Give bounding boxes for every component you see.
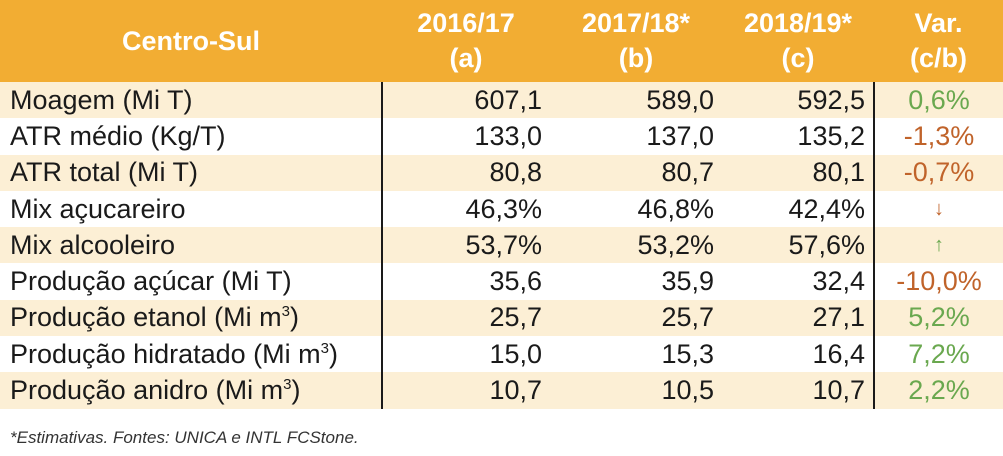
cell-a: 15,0: [381, 336, 550, 373]
cell-b: 53,2%: [550, 227, 722, 264]
row-label-text: Produção hidratado (Mi m: [10, 338, 321, 369]
cell-c: 10,7: [722, 372, 874, 409]
cell-a: 46,3%: [381, 190, 550, 228]
cell-a: 53,7%: [381, 227, 550, 264]
cell-b: 46,8%: [550, 190, 722, 228]
cell-c: 57,6%: [722, 227, 874, 264]
table-row: Mix alcooleiro 53,7% 53,2% 57,6% ↑: [0, 227, 1003, 264]
row-label: Produção hidratado (Mi m3): [0, 336, 382, 373]
cell-a: 80,8: [381, 154, 550, 191]
cell-c: 135,2: [722, 118, 874, 155]
cell-b: 15,3: [550, 336, 722, 373]
row-label-text: Produção anidro (Mi m: [10, 375, 284, 406]
cell-a: 10,7: [381, 372, 550, 409]
row-label-text: ATR médio (Kg/T): [10, 120, 226, 151]
table-row: Produção etanol (Mi m3) 25,7 25,7 27,1 5,2%: [0, 299, 1003, 337]
table-row: ATR total (Mi T) 80,8 80,7 80,1 -0,7%: [0, 154, 1003, 191]
table-header: Centro-Sul 2016/17 (a) 2017/18* (b) 2018…: [0, 0, 1003, 82]
header-tag: (c/b): [910, 43, 967, 73]
header-year: 2018/19*: [743, 8, 853, 38]
cell-c: 592,5: [722, 82, 874, 119]
cell-b: 35,9: [550, 263, 722, 300]
row-label: Mix açucareiro: [0, 190, 382, 228]
arrow-down-icon: ↓: [873, 190, 1003, 228]
footnote: *Estimativas. Fontes: UNICA e INTL FCSto…: [10, 428, 359, 447]
cell-b: 589,0: [550, 82, 722, 119]
row-label-suffix: ): [289, 302, 299, 333]
row-label: Produção açúcar (Mi T): [0, 263, 382, 300]
table-body: Moagem (Mi T) 607,1 589,0 592,5 0,6% ATR médi…: [0, 82, 1003, 409]
row-label-suffix: ): [291, 375, 301, 406]
row-label-text: ATR total (Mi T): [10, 157, 199, 188]
cell-var: 0,6%: [873, 82, 1003, 119]
row-label-text: Mix alcooleiro: [10, 229, 176, 260]
table-row: Produção anidro (Mi m3) 10,7 10,5 10,7 2,2%: [0, 372, 1003, 409]
row-label: ATR médio (Kg/T): [0, 118, 382, 155]
cell-c: 32,4: [722, 263, 874, 300]
header-col-b: 2017/18* (b): [550, 0, 722, 82]
header-tag: (c): [781, 43, 815, 73]
table-row: Produção hidratado (Mi m3) 15,0 15,3 16,4 7,…: [0, 336, 1003, 373]
row-label-text: Moagem (Mi T): [10, 84, 193, 115]
header-tag: (a): [449, 43, 483, 73]
header-row: Centro-Sul 2016/17 (a) 2017/18* (b) 2018…: [0, 0, 1003, 82]
header-year: Var.: [914, 8, 963, 38]
cell-c: 16,4: [722, 336, 874, 373]
header-year: 2017/18*: [581, 8, 691, 38]
cell-b: 137,0: [550, 118, 722, 155]
header-col-var: Var. (c/b): [874, 0, 1003, 82]
cell-c: 42,4%: [722, 190, 874, 228]
header-region: Centro-Sul: [0, 0, 382, 82]
row-label-text: Produção etanol (Mi m: [10, 302, 282, 333]
header-tag: (b): [618, 43, 654, 73]
row-label-text: Produção açúcar (Mi T): [10, 266, 292, 297]
row-label: Moagem (Mi T): [0, 82, 382, 119]
cell-c: 80,1: [722, 154, 874, 191]
arrow-up-icon: ↑: [873, 227, 1003, 264]
cell-a: 607,1: [381, 82, 550, 119]
row-label-text: Mix açucareiro: [10, 193, 186, 224]
cell-var: -1,3%: [873, 118, 1003, 155]
cell-var: -10,0%: [873, 263, 1003, 300]
cell-b: 25,7: [550, 299, 722, 337]
header-col-a: 2016/17 (a): [382, 0, 550, 82]
cell-var: -0,7%: [873, 154, 1003, 191]
data-table: Centro-Sul 2016/17 (a) 2017/18* (b) 2018…: [0, 0, 1003, 409]
table-row: Produção açúcar (Mi T) 35,6 35,9 32,4 -10,0%: [0, 263, 1003, 300]
table-row: Moagem (Mi T) 607,1 589,0 592,5 0,6%: [0, 82, 1003, 119]
cell-a: 35,6: [381, 263, 550, 300]
cell-var: 7,2%: [873, 336, 1003, 373]
row-label: Produção anidro (Mi m3): [0, 372, 382, 409]
unit-superscript: 3: [281, 303, 290, 321]
cell-var: 2,2%: [873, 372, 1003, 409]
unit-superscript: 3: [320, 339, 329, 357]
cell-a: 25,7: [381, 299, 550, 337]
cell-c: 27,1: [722, 299, 874, 337]
header-col-c: 2018/19* (c): [722, 0, 874, 82]
row-label: Mix alcooleiro: [0, 227, 382, 264]
table-row: Mix açucareiro 46,3% 46,8% 42,4% ↓: [0, 190, 1003, 228]
cell-a: 133,0: [381, 118, 550, 155]
row-label: Produção etanol (Mi m3): [0, 299, 382, 337]
header-year: 2016/17: [417, 8, 515, 38]
cell-var: 5,2%: [873, 299, 1003, 337]
cell-b: 10,5: [550, 372, 722, 409]
table-row: ATR médio (Kg/T) 133,0 137,0 135,2 -1,3%: [0, 118, 1003, 155]
unit-superscript: 3: [283, 376, 292, 394]
row-label: ATR total (Mi T): [0, 154, 382, 191]
row-label-suffix: ): [329, 338, 338, 369]
cell-b: 80,7: [550, 154, 722, 191]
